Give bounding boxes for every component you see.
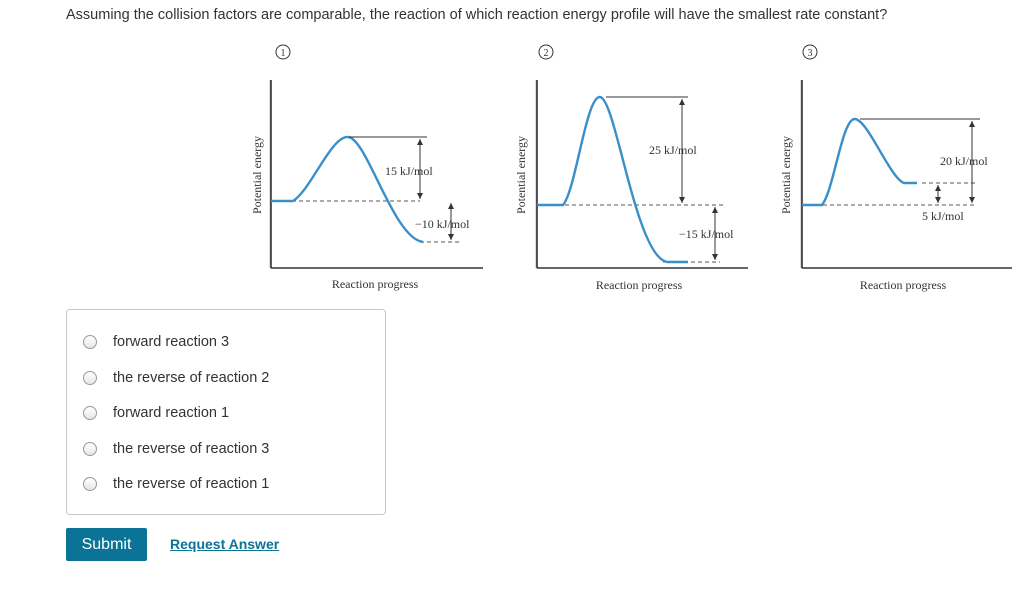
energy-curve	[271, 135, 424, 244]
energy-curve	[537, 95, 688, 264]
axes	[536, 80, 748, 269]
energy-change-arrow	[935, 185, 941, 203]
energy-profile-diagram-3: 3 20 kJ/mol 5 kJ/mol Potential energy Re…	[779, 44, 1012, 292]
diagram-number-badge	[802, 44, 818, 60]
radio-button[interactable]	[83, 442, 97, 456]
option-forward-reaction-3[interactable]: forward reaction 3	[83, 332, 229, 352]
radio-button[interactable]	[83, 335, 97, 349]
option-label: the reverse of reaction 3	[113, 441, 270, 457]
request-answer-link[interactable]: Request Answer	[170, 536, 280, 552]
option-reverse-reaction-3[interactable]: the reverse of reaction 3	[83, 439, 269, 459]
option-forward-reaction-1[interactable]: forward reaction 1	[83, 403, 229, 423]
answer-options-box: forward reaction 3 the reverse of reacti…	[66, 309, 386, 515]
x-axis-label: Reaction progress	[860, 278, 947, 292]
submit-button[interactable]: Submit	[66, 528, 147, 561]
energy-change-arrow	[712, 207, 718, 260]
y-axis-label: Potential energy	[514, 136, 528, 214]
energy-change-label: 5 kJ/mol	[922, 209, 964, 223]
axes	[801, 80, 1012, 269]
energy-change-label: −15 kJ/mol	[679, 227, 734, 241]
activation-energy-label: 20 kJ/mol	[940, 154, 988, 168]
axes	[270, 80, 483, 269]
y-axis-label: Potential energy	[250, 136, 264, 214]
option-label: forward reaction 3	[113, 334, 230, 350]
energy-change-arrow	[448, 203, 454, 240]
option-label: the reverse of reaction 2	[113, 370, 270, 386]
energy-profile-diagram-2: 2 25 kJ/mol −15 kJ/mol Potential energy …	[514, 44, 748, 292]
diagram-number: 1	[281, 48, 286, 59]
diagram-number-badge	[538, 44, 554, 60]
option-label: forward reaction 1	[113, 405, 230, 421]
radio-button[interactable]	[83, 477, 97, 491]
radio-button[interactable]	[83, 406, 97, 420]
activation-energy-label: 15 kJ/mol	[385, 164, 433, 178]
y-axis-label: Potential energy	[779, 136, 793, 214]
activation-energy-arrow	[417, 139, 423, 199]
diagram-number: 3	[808, 48, 813, 59]
activation-energy-arrow	[969, 121, 975, 203]
activation-energy-label: 25 kJ/mol	[649, 143, 697, 157]
question-text: Assuming the collision factors are compa…	[66, 7, 888, 23]
energy-change-label: −10 kJ/mol	[415, 217, 470, 231]
option-label: the reverse of reaction 1	[113, 476, 270, 492]
x-axis-label: Reaction progress	[332, 277, 419, 291]
diagram-number-badge	[275, 44, 291, 60]
x-axis-label: Reaction progress	[596, 278, 683, 292]
option-reverse-reaction-2[interactable]: the reverse of reaction 2	[83, 368, 269, 388]
energy-profile-diagram-1: 1 15 kJ/mol −10 kJ/mol Potential energy …	[250, 44, 483, 291]
diagram-number: 2	[544, 48, 549, 59]
energy-curve	[802, 117, 917, 207]
radio-button[interactable]	[83, 371, 97, 385]
option-reverse-reaction-1[interactable]: the reverse of reaction 1	[83, 474, 269, 494]
activation-energy-arrow	[679, 99, 685, 203]
